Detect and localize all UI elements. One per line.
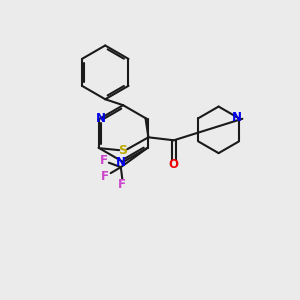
Text: F: F (100, 154, 107, 167)
Text: F: F (101, 169, 109, 183)
Text: N: N (96, 112, 106, 125)
Text: N: N (116, 156, 126, 169)
Text: F: F (118, 178, 126, 191)
Text: N: N (232, 111, 242, 124)
Text: O: O (169, 158, 179, 171)
Text: S: S (118, 144, 127, 157)
